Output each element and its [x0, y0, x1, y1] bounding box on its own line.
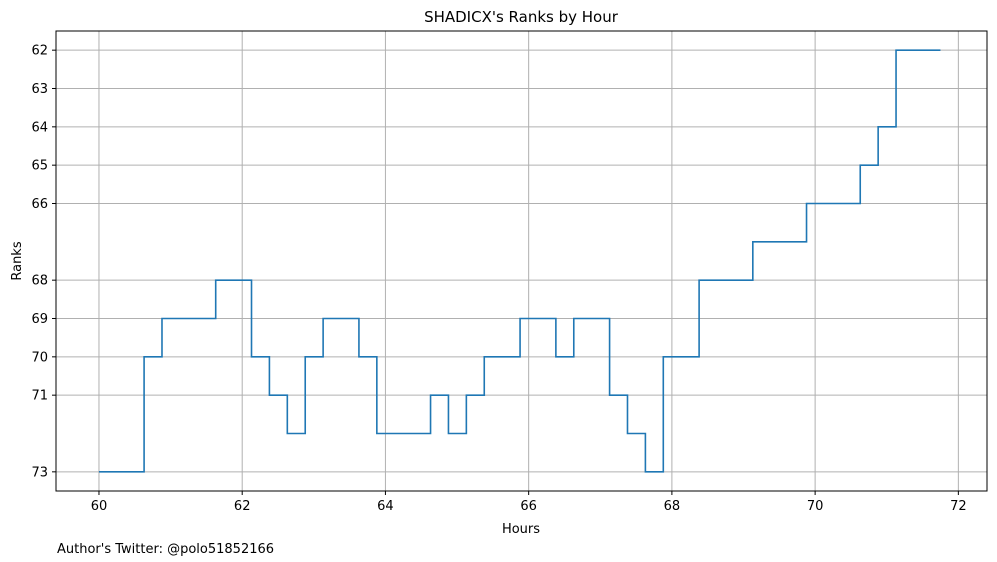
- x-tick-label: 62: [234, 499, 251, 514]
- y-tick-label: 68: [31, 274, 48, 289]
- x-tick-label: 72: [950, 499, 967, 514]
- y-tick-label: 70: [31, 350, 48, 365]
- y-tick-label: 63: [31, 82, 48, 97]
- y-tick-label: 62: [31, 44, 48, 59]
- x-tick-label: 64: [377, 499, 394, 514]
- y-tick-label: 73: [31, 465, 48, 480]
- x-tick-label: 68: [664, 499, 681, 514]
- x-tick-label: 60: [91, 499, 108, 514]
- grid-lines: [56, 31, 987, 491]
- y-tick-label: 66: [31, 197, 48, 212]
- x-tick-label: 66: [520, 499, 537, 514]
- series-layer: [98, 49, 941, 473]
- y-tick-label: 69: [31, 312, 48, 327]
- y-tick-label: 71: [31, 389, 48, 404]
- author-credit: Author's Twitter: @polo51852166: [57, 542, 274, 557]
- y-tick-label: 65: [31, 159, 48, 174]
- rank-step-line: [98, 49, 941, 473]
- axis-ticks: 60 62 64 66 68 70 72 62 63 64 65 66 68 69 70 71 73: [31, 44, 966, 514]
- x-axis-label: Hours: [502, 522, 540, 537]
- plot-frame: [55, 30, 988, 492]
- x-tick-label: 70: [807, 499, 824, 514]
- chart-title: SHADICX's Ranks by Hour: [424, 8, 619, 26]
- y-tick-label: 64: [31, 120, 48, 135]
- y-axis-label: Ranks: [10, 241, 25, 280]
